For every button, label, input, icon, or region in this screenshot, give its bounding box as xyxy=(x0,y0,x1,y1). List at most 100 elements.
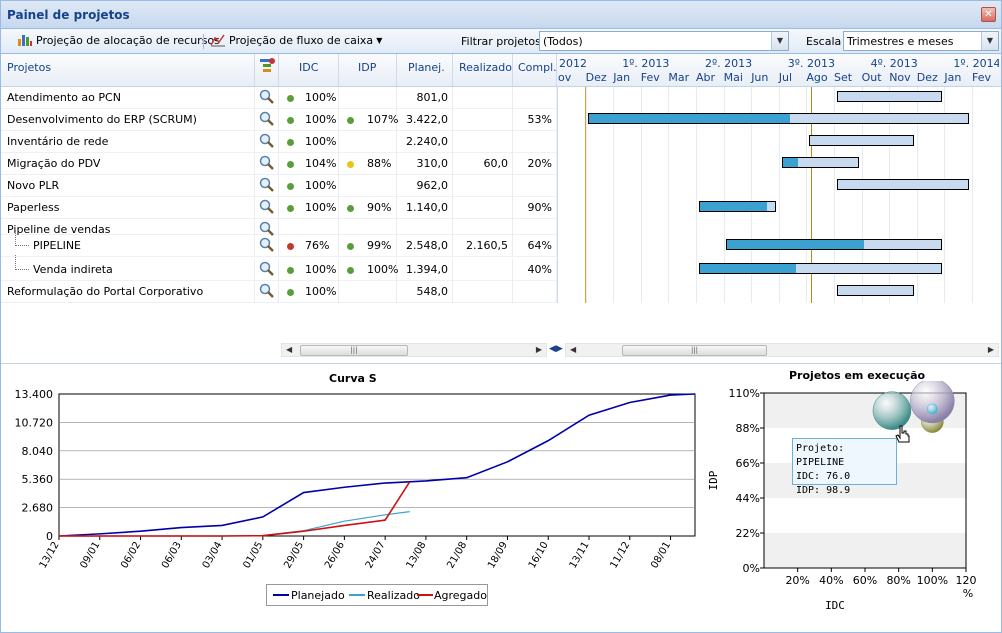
scroll-right-icon[interactable]: ▶ xyxy=(987,345,994,354)
scroll-right-icon[interactable]: ▶ xyxy=(535,345,542,354)
cell-compl-value: 53% xyxy=(527,113,552,126)
x-tick-label: 80% xyxy=(886,574,910,587)
table-row[interactable]: Reformulação do Portal Corporativo 100% 54… xyxy=(1,281,557,303)
column-header-idc[interactable]: IDC xyxy=(279,54,339,87)
magnifier-icon[interactable] xyxy=(259,155,275,171)
bubble-tooltip: Projeto: PIPELINE IDC: 76.0 IDP: 98.9 xyxy=(792,438,897,496)
legend-agregado-swatch xyxy=(417,594,433,596)
hand-cursor-icon xyxy=(895,425,910,443)
cell-mag xyxy=(255,109,279,131)
cell-compl-value: 90% xyxy=(527,201,552,214)
bubble-point[interactable] xyxy=(910,381,955,424)
filter-projects-select[interactable]: (Todos) ▼ xyxy=(539,31,789,51)
x-tick-label: 21/08 xyxy=(445,540,469,570)
cash-flow-button[interactable]: Projeção de fluxo de caixa ▼ xyxy=(210,33,382,47)
chevron-down-icon[interactable]: ▼ xyxy=(771,32,788,50)
cell-idc xyxy=(279,219,339,235)
magnifier-icon[interactable] xyxy=(259,261,275,277)
table-row[interactable]: Paperless 100% 90% 1.140,0 90% xyxy=(1,197,557,219)
magnifier-icon[interactable] xyxy=(259,199,275,215)
column-header-realizado[interactable]: Realizado xyxy=(453,54,513,87)
gantt-gridline xyxy=(668,87,670,303)
chevron-down-icon[interactable]: ▼ xyxy=(981,32,998,50)
x-tick-label: 100% xyxy=(917,574,948,587)
gantt-horizontal-scrollbar[interactable]: ◀ ||| ▶ xyxy=(565,343,999,357)
cell-idc-value: 100% xyxy=(305,201,337,214)
gantt-bar[interactable] xyxy=(836,285,915,296)
cell-name-value: Migração do PDV xyxy=(7,157,101,170)
cell-mag xyxy=(255,153,279,175)
scrollbar-thumb[interactable]: ||| xyxy=(300,345,408,356)
status-green-dot xyxy=(347,205,354,212)
scale-value: Trimestres e meses xyxy=(847,35,954,48)
column-header-projetos[interactable]: Projetos xyxy=(1,54,255,87)
gantt-bar[interactable] xyxy=(781,157,859,168)
gantt-bar[interactable] xyxy=(836,179,970,190)
cell-name: Pipeline de vendas xyxy=(1,219,255,236)
column-header-compl[interactable]: Compl. xyxy=(513,54,557,87)
column-header-planej[interactable]: Planej. xyxy=(397,54,453,87)
magnifier-icon[interactable] xyxy=(259,133,275,149)
column-header-tree-toggle[interactable] xyxy=(255,54,279,87)
gantt-month-label: Dez xyxy=(916,71,938,84)
table-row[interactable]: Inventário de rede 100% 2.240,0 xyxy=(1,131,557,153)
gantt-bar[interactable] xyxy=(836,91,942,102)
magnifier-icon[interactable] xyxy=(259,111,275,127)
bar-chart-icon xyxy=(18,35,32,46)
cell-idc-value: 100% xyxy=(305,285,337,298)
close-icon[interactable]: ✕ xyxy=(981,7,996,22)
gantt-gridline xyxy=(834,87,835,303)
cell-idp xyxy=(339,281,397,303)
table-row[interactable]: Novo PLR 100% 962,0 xyxy=(1,175,557,197)
gantt-bar[interactable] xyxy=(698,263,942,274)
x-tick-label: 29/05 xyxy=(282,540,306,570)
table-row[interactable]: PIPELINE 76% 99% 2.548,0 2.160,5 64% xyxy=(1,231,557,257)
magnifier-icon[interactable] xyxy=(259,237,275,253)
gantt-gridline xyxy=(889,87,891,303)
cell-compl xyxy=(513,281,557,303)
cell-planej-value: 2.240,0 xyxy=(406,135,448,148)
cell-planej-value: 310,0 xyxy=(416,157,449,170)
scrollbar-thumb[interactable]: ||| xyxy=(622,345,767,356)
gantt-start-marker xyxy=(585,87,586,303)
gantt-quarter-label: 2012 xyxy=(559,57,587,70)
gantt-progress xyxy=(699,202,768,211)
magnifier-icon[interactable] xyxy=(259,89,275,105)
y-tick-label: 66% xyxy=(736,457,760,470)
magnifier-icon[interactable] xyxy=(259,221,275,237)
scale-select[interactable]: Trimestres e meses ▼ xyxy=(843,31,999,51)
cell-compl xyxy=(513,131,557,153)
grid-horizontal-scrollbar[interactable]: ◀ ||| ▶ xyxy=(281,343,547,357)
cell-idc: 100% xyxy=(279,259,339,281)
column-header-label: IDC xyxy=(299,61,319,74)
scroll-left-icon[interactable]: ◀ xyxy=(570,345,577,354)
cell-realizado xyxy=(453,259,513,281)
gantt-progress xyxy=(782,158,798,167)
magnifier-icon[interactable] xyxy=(259,177,275,193)
column-header-idp[interactable]: IDP xyxy=(339,54,397,87)
table-row[interactable]: Pipeline de vendas xyxy=(1,219,557,237)
cell-realizado: 60,0 xyxy=(453,153,513,175)
table-row[interactable]: Atendimento ao PCN 100% 801,0 xyxy=(1,87,557,109)
gantt-bar[interactable] xyxy=(726,239,942,250)
table-row[interactable]: Migração do PDV 104% 88% 310,0 60,0 20% xyxy=(1,153,557,175)
gantt-chart xyxy=(557,87,999,303)
table-row[interactable]: Venda indireta 100% 100% 1.394,0 40% xyxy=(1,255,557,281)
gantt-bar[interactable] xyxy=(698,201,777,212)
scroll-left-icon[interactable]: ◀ xyxy=(286,345,293,354)
cell-name-value: Novo PLR xyxy=(7,179,60,192)
gantt-month-label: Out xyxy=(861,71,882,84)
gantt-bar[interactable] xyxy=(809,135,915,146)
resource-allocation-button[interactable]: Projeção de alocação de recursos xyxy=(17,33,220,47)
gantt-gridline xyxy=(944,87,946,303)
bubble-point[interactable] xyxy=(872,391,912,430)
cell-idc-value: 100% xyxy=(305,91,337,104)
magnifier-icon[interactable] xyxy=(259,283,275,299)
table-row[interactable]: Desenvolvimento do ERP (SCRUM) 100% 107% 3.… xyxy=(1,109,557,131)
split-arrows-icon[interactable]: ◀▶ xyxy=(549,344,563,354)
line-chart-icon xyxy=(210,34,225,47)
x-tick-label: 11/12 xyxy=(608,540,632,570)
gantt-bar[interactable] xyxy=(588,113,970,124)
bubble-point[interactable] xyxy=(927,403,938,415)
gantt-gridline xyxy=(806,87,808,303)
